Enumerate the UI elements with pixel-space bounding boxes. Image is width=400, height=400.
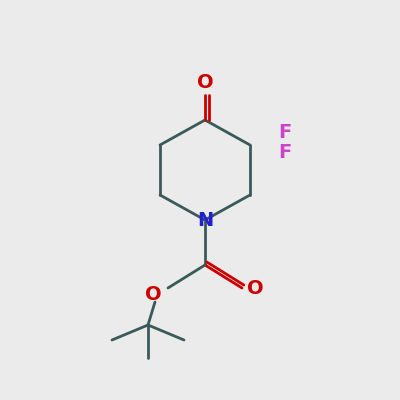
Text: O: O bbox=[247, 278, 263, 298]
Text: F: F bbox=[278, 142, 291, 162]
Text: O: O bbox=[145, 284, 161, 304]
Text: N: N bbox=[197, 210, 213, 230]
Text: F: F bbox=[278, 122, 291, 142]
Text: O: O bbox=[197, 72, 213, 92]
